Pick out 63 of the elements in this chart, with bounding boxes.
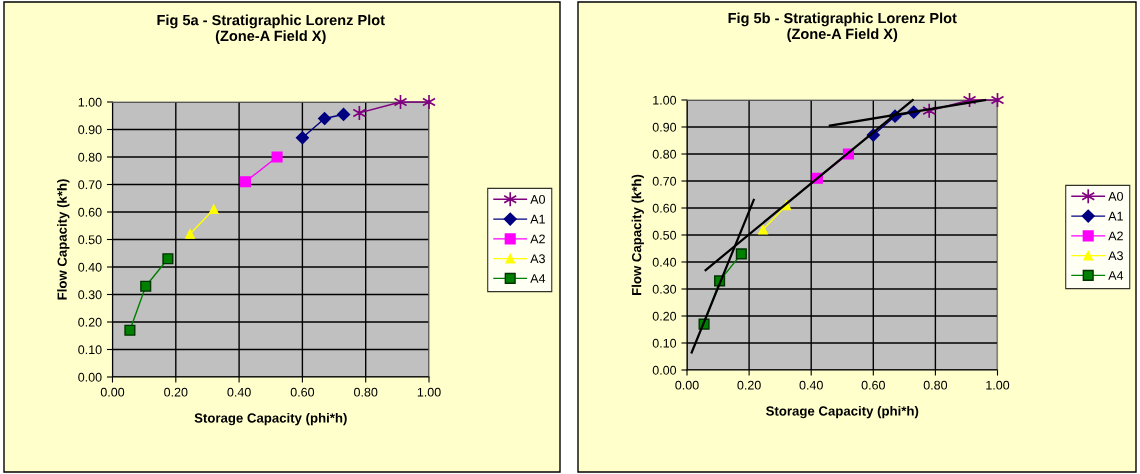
x-tick-label: 0.80 xyxy=(923,380,948,390)
y-axis-title: Flow Capacity (k*h) xyxy=(631,174,644,295)
x-tick-label: 0.60 xyxy=(290,387,315,397)
point xyxy=(758,224,768,235)
y-tick-label: 0.90 xyxy=(652,122,677,132)
point xyxy=(317,111,332,126)
y-tick-label: 1.00 xyxy=(78,97,102,107)
point xyxy=(124,324,136,336)
legend-label: A1 xyxy=(530,214,545,224)
legend-label: A0 xyxy=(530,194,546,204)
point xyxy=(295,131,309,145)
point xyxy=(162,253,174,265)
y-tick-label: 0.20 xyxy=(652,311,677,321)
point xyxy=(271,151,283,163)
x-tick-label: 0.40 xyxy=(799,380,823,390)
y-tick-label: 0.70 xyxy=(652,176,677,186)
y-tick-label: 0.60 xyxy=(78,207,102,217)
x-tick-label: 1.00 xyxy=(986,380,1010,390)
y-tick-label: 0.10 xyxy=(652,338,677,348)
x-axis-title: Storage Capacity (phi*h) xyxy=(194,412,347,426)
legend-label: A1 xyxy=(1108,211,1123,221)
y-tick-label: 0.80 xyxy=(652,149,677,159)
legend-label: A4 xyxy=(530,274,546,283)
chart-title: Fig 5a - Stratigraphic Lorenz Plot (Zone-A Field X) xyxy=(157,14,385,44)
x-tick-label: 0.80 xyxy=(354,387,378,397)
x-tick-label: 0.00 xyxy=(100,387,125,397)
y-tick-label: 0.30 xyxy=(78,290,102,300)
legend-label: A4 xyxy=(1108,271,1124,280)
y-axis-title: Flow Capacity (k*h) xyxy=(57,179,70,300)
point xyxy=(422,94,436,110)
chart-title: Fig 5b - Stratigraphic Lorenz Plot (Zone-A Field X) xyxy=(728,12,957,42)
point xyxy=(336,107,351,121)
x-tick-label: 0.40 xyxy=(227,387,251,397)
y-tick-label: 0.40 xyxy=(78,262,102,272)
point xyxy=(735,248,747,260)
y-tick-label: 0.90 xyxy=(78,125,102,135)
x-tick-label: 0.60 xyxy=(861,380,885,390)
y-tick-label: 0.00 xyxy=(78,372,102,382)
y-tick-label: 0.80 xyxy=(78,152,102,162)
point xyxy=(185,229,195,239)
y-tick-label: 0.20 xyxy=(78,317,102,327)
y-tick-label: 0.70 xyxy=(78,180,102,190)
x-tick-label: 1.00 xyxy=(417,387,441,397)
legend-label: A0 xyxy=(1108,191,1124,201)
legend-label: A2 xyxy=(1108,231,1123,241)
x-tick-label: 0.00 xyxy=(675,380,699,390)
point xyxy=(208,204,219,215)
y-tick-label: 0.60 xyxy=(652,203,677,213)
x-axis-title: Storage Capacity (phi*h) xyxy=(766,405,919,419)
y-tick-label: 0.50 xyxy=(652,230,677,240)
y-tick-label: 1.00 xyxy=(653,95,677,105)
legend-label: A3 xyxy=(530,254,545,264)
y-tick-label: 0.10 xyxy=(78,345,102,355)
y-tick-label: 0.30 xyxy=(652,284,677,294)
legend-label: A2 xyxy=(530,234,545,244)
point xyxy=(140,280,152,292)
y-tick-label: 0.50 xyxy=(78,235,102,245)
x-tick-label: 0.20 xyxy=(737,380,761,390)
y-tick-label: 0.40 xyxy=(652,257,677,267)
point xyxy=(239,176,251,188)
legend-label: A3 xyxy=(1108,251,1123,261)
x-tick-label: 0.20 xyxy=(164,387,188,397)
y-tick-label: 0.00 xyxy=(652,365,677,375)
